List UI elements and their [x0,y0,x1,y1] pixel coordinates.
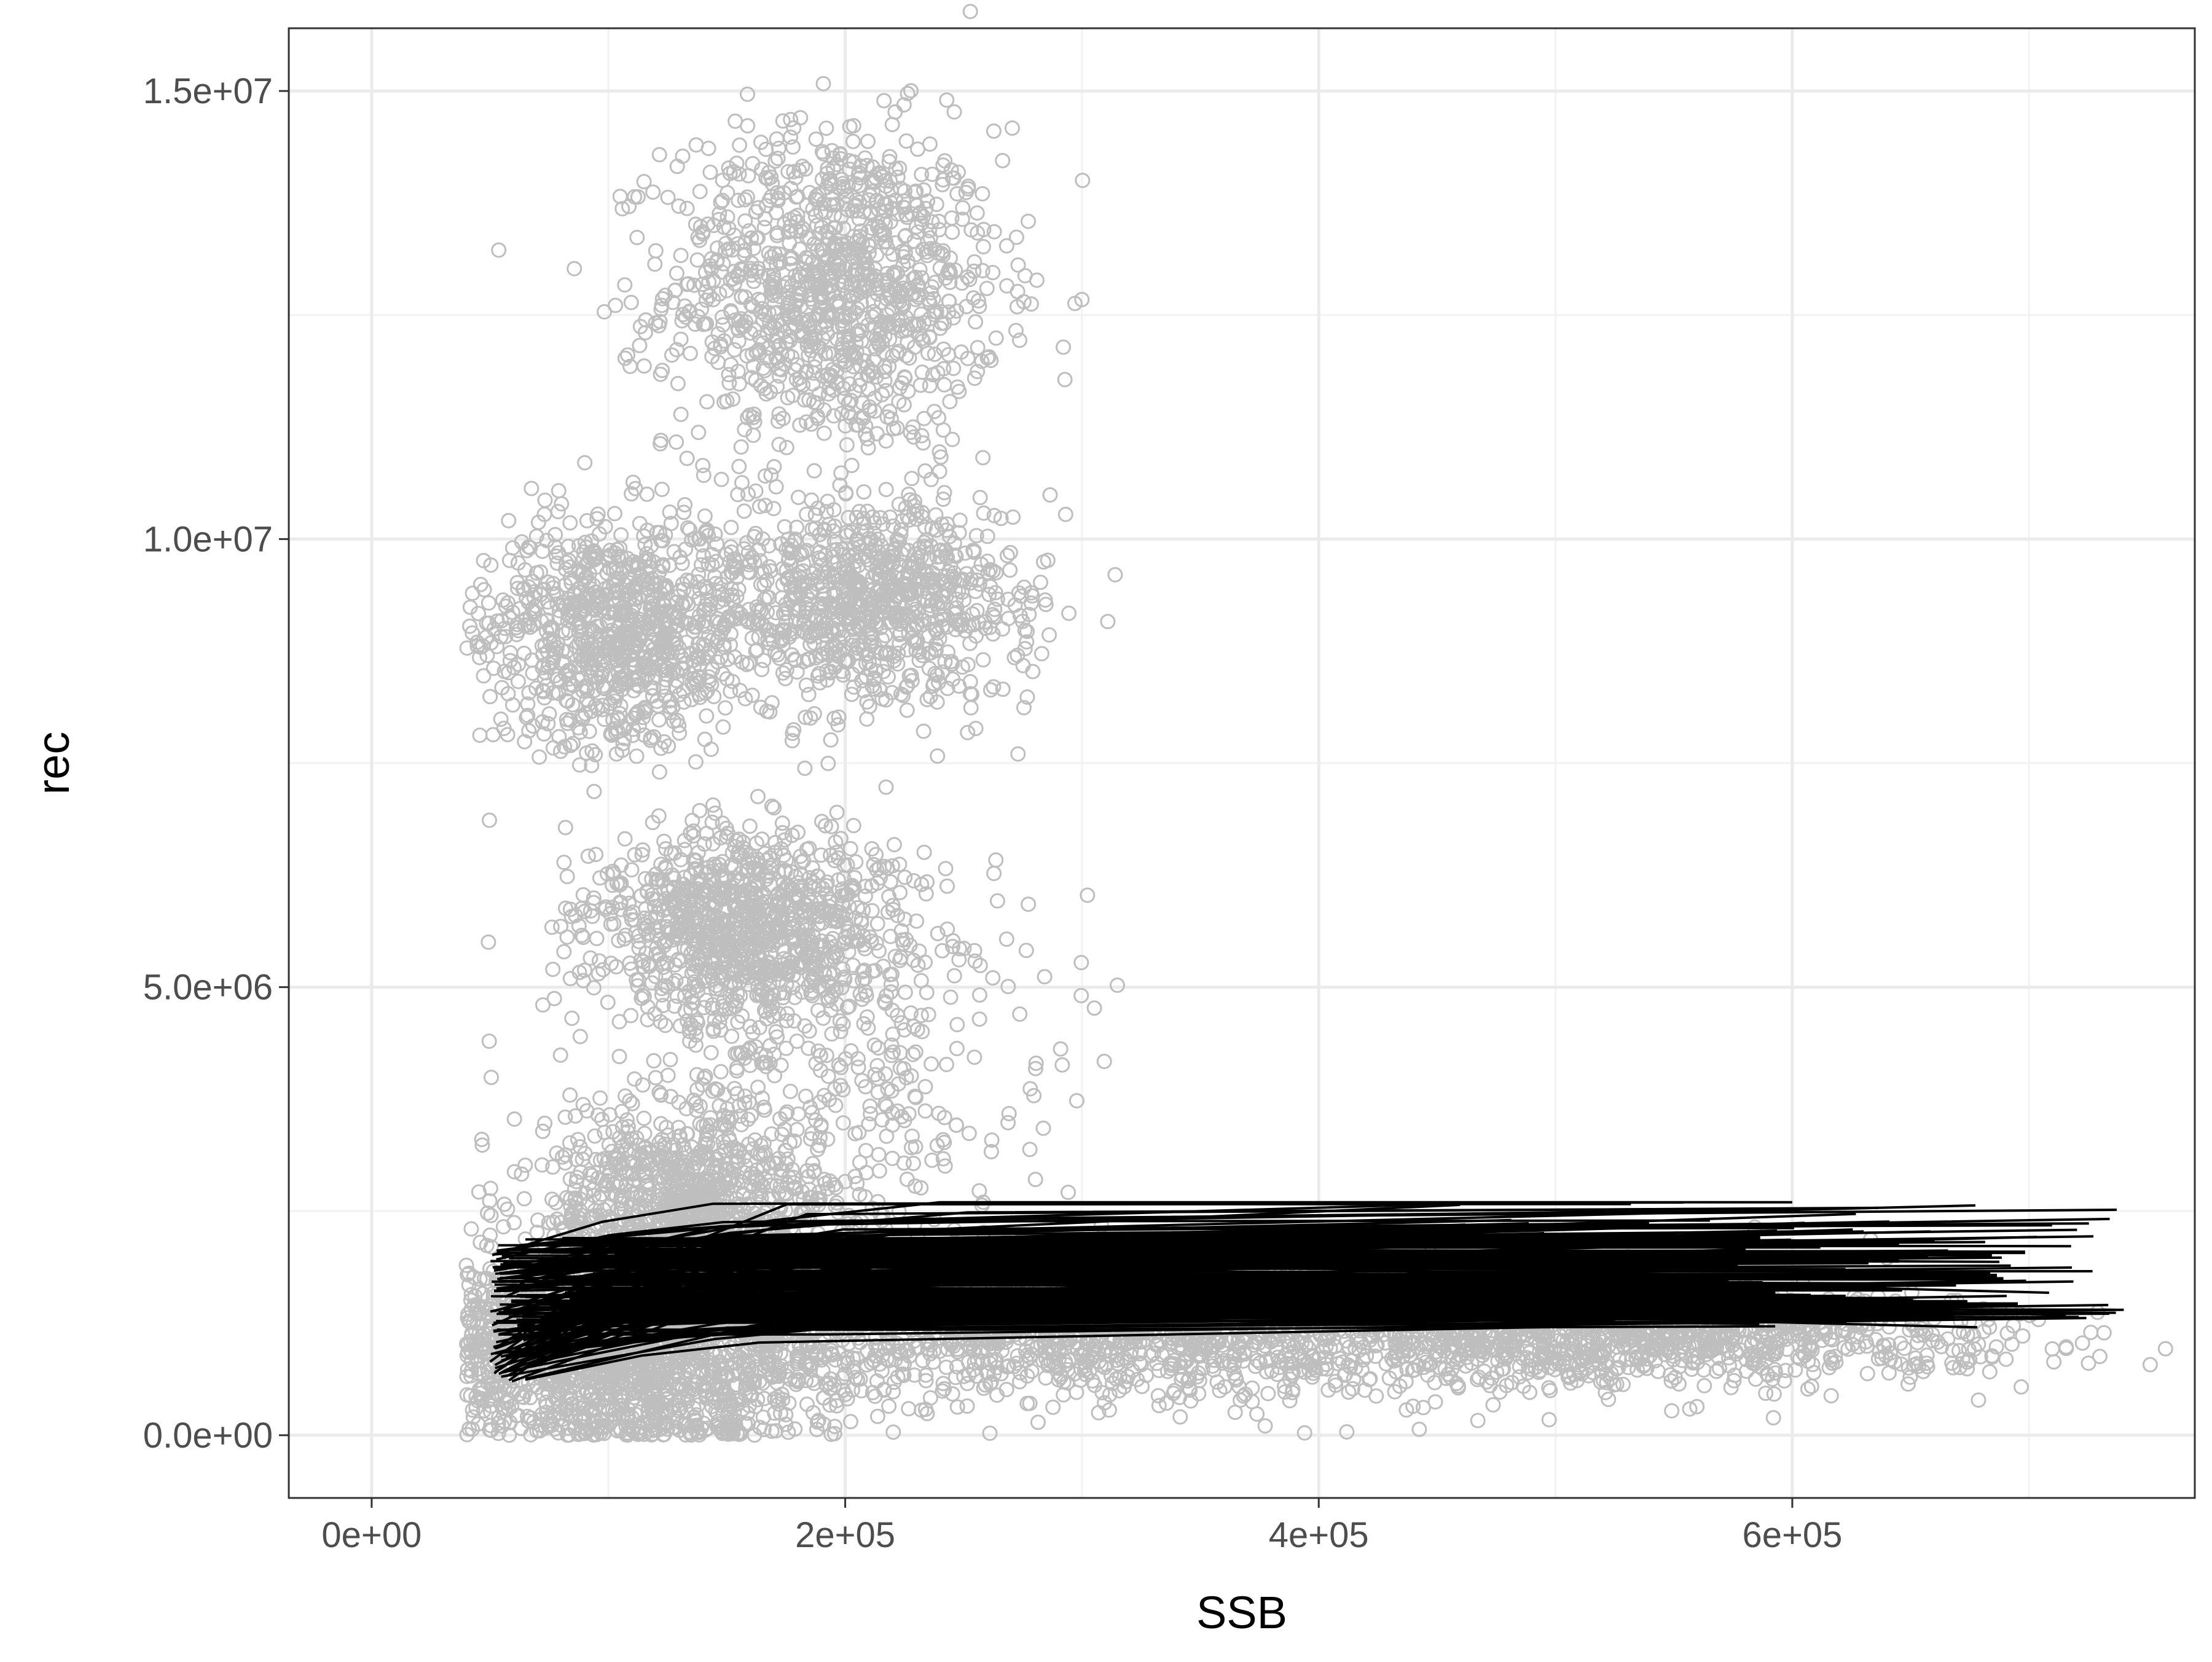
chart-container: 0e+002e+054e+056e+050.0e+005.0e+061.0e+0… [0,0,2212,1659]
scatter-chart: 0e+002e+054e+056e+050.0e+005.0e+061.0e+0… [0,0,2212,1659]
